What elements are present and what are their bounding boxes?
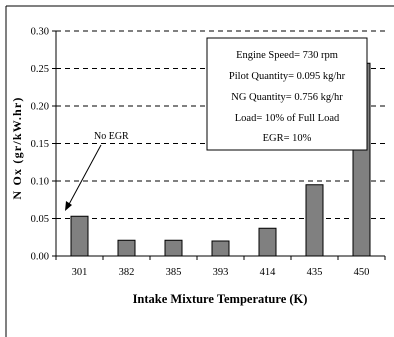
info-line-5: EGR= 10% — [263, 133, 312, 144]
y-tick-label: 0.30 — [31, 27, 49, 38]
y-axis-label: N Ox (gr/kW.hr) — [10, 96, 24, 199]
y-tick-label: 0.05 — [31, 214, 49, 225]
bar — [70, 215, 89, 257]
info-line-3: NG Quantity= 0.756 kg/hr — [231, 92, 343, 103]
bar — [305, 184, 324, 257]
annotation-no-egr: No EGR — [94, 131, 129, 142]
x-tick-label: 393 — [213, 267, 229, 278]
x-tick-label: 450 — [354, 267, 370, 278]
annotation-arrow-line — [66, 144, 102, 209]
y-tick-label: 0.15 — [31, 139, 49, 150]
y-tick-label: 0.10 — [31, 177, 49, 188]
x-tick-label: 414 — [260, 267, 277, 278]
info-line-4: Load= 10% of Full Load — [235, 113, 340, 124]
info-line-1: Engine Speed= 730 rpm — [236, 50, 338, 61]
info-line-2: Pilot Quantity= 0.095 kg/hr — [229, 71, 346, 82]
annotation-arrowhead — [65, 201, 72, 211]
x-ticks: 301 382 385 393 414 435 450 — [55, 256, 386, 278]
y-tick-label: 0.25 — [31, 64, 49, 75]
x-tick-label: 385 — [166, 267, 182, 278]
y-tick-label: 0.20 — [31, 102, 49, 113]
x-tick-label: 435 — [307, 267, 323, 278]
bar — [258, 227, 277, 257]
info-box — [206, 37, 368, 151]
bar — [211, 240, 230, 257]
y-tick-label: 0.00 — [31, 252, 49, 263]
y-ticks: 0.00 0.05 0.10 0.15 0.20 0.25 0.30 — [31, 27, 56, 263]
bar — [164, 239, 183, 257]
x-tick-label: 382 — [119, 267, 135, 278]
bar — [117, 239, 136, 257]
x-tick-label: 301 — [72, 267, 88, 278]
x-axis-label: Intake Mixture Temperature (K) — [133, 292, 308, 306]
